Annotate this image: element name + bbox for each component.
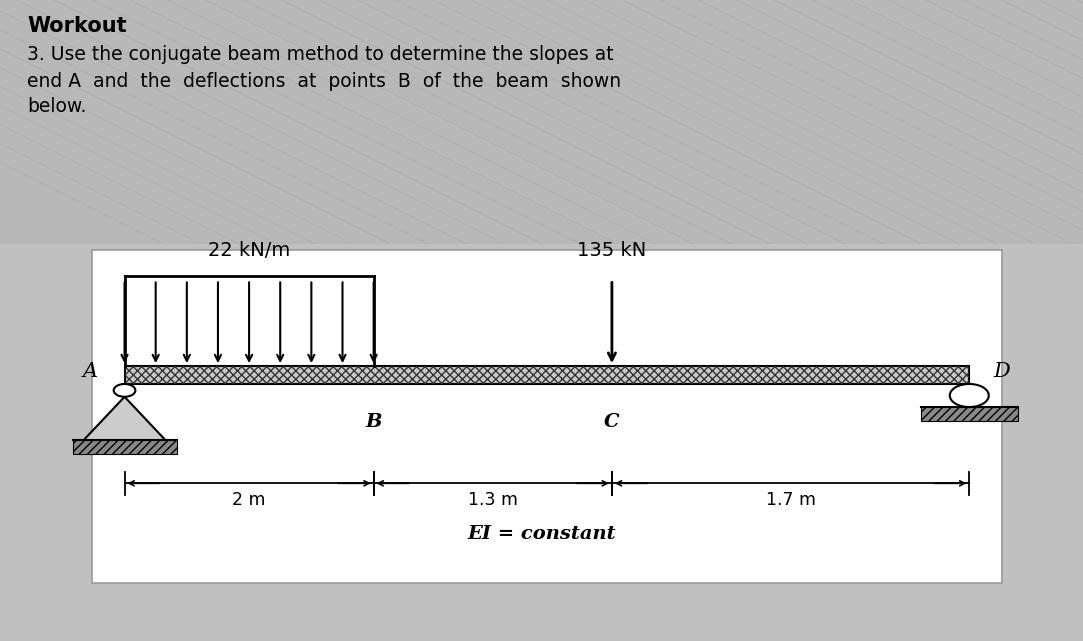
- Text: 22 kN/m: 22 kN/m: [208, 241, 290, 260]
- Text: C: C: [604, 413, 619, 431]
- Bar: [0, 570, 1083, 641]
- Text: 3. Use the conjugate beam method to determine the slopes at: 3. Use the conjugate beam method to dete…: [27, 45, 614, 64]
- Bar: [125, 366, 969, 384]
- Bar: [125, 366, 969, 384]
- Text: EI = constant: EI = constant: [467, 525, 616, 543]
- Bar: [92, 250, 1002, 583]
- Circle shape: [950, 384, 989, 407]
- Text: below.: below.: [27, 97, 87, 117]
- Bar: [73, 440, 177, 454]
- Text: 1.3 m: 1.3 m: [468, 491, 518, 509]
- Bar: [921, 407, 1018, 421]
- Text: B: B: [365, 413, 382, 431]
- Text: 2 m: 2 m: [233, 491, 265, 509]
- Polygon shape: [83, 397, 166, 440]
- Text: D: D: [993, 362, 1009, 381]
- Circle shape: [114, 384, 135, 397]
- Text: 135 kN: 135 kN: [577, 241, 647, 260]
- Bar: [0, 0, 1083, 244]
- Text: Workout: Workout: [27, 16, 127, 36]
- Text: end A  and  the  deflections  at  points  B  of  the  beam  shown: end A and the deflections at points B of…: [27, 72, 622, 92]
- Text: 1.7 m: 1.7 m: [766, 491, 815, 509]
- Text: A: A: [82, 362, 97, 381]
